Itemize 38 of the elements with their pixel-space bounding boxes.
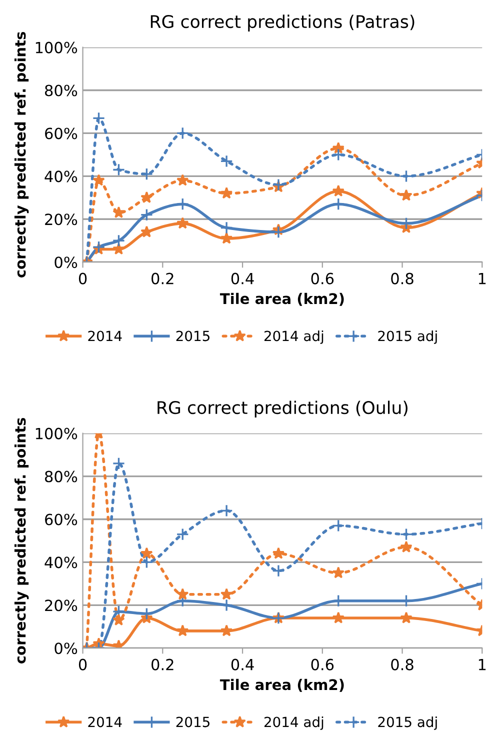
- x-axis-title: Tile area (km2): [220, 678, 344, 692]
- y-tick-label: 0%: [54, 256, 78, 268]
- y-tick-label: 100%: [36, 42, 78, 54]
- y-axis-title: correctly predicted ref. points: [14, 418, 29, 664]
- y-tick-label: 20%: [45, 214, 78, 226]
- x-tick-label: 0.4: [231, 658, 254, 670]
- x-tick-label: 1: [478, 272, 486, 284]
- legend-label: 2014 adj: [264, 330, 324, 344]
- x-tick-label: 0.4: [231, 272, 254, 284]
- legend-label: 2014 adj: [264, 716, 324, 730]
- y-tick-label: 80%: [45, 84, 78, 96]
- y-tick-label: 0%: [54, 642, 78, 654]
- y-tick-label: 60%: [45, 128, 78, 140]
- legend-label: 2015 adj: [378, 330, 437, 344]
- legend-label: 2015 adj: [378, 716, 437, 730]
- x-tick-label: 0: [78, 272, 87, 284]
- chart-title: RG correct predictions (Oulu): [158, 400, 408, 418]
- x-axis-title: Tile area (km2): [220, 292, 344, 306]
- x-tick-label: 0.2: [152, 272, 174, 284]
- x-tick-label: 0.8: [391, 272, 414, 284]
- x-tick-label: 1: [478, 659, 486, 670]
- chart-title: RG correct predictions (Patras): [150, 14, 414, 32]
- y-tick-label: 60%: [45, 514, 78, 526]
- y-axis-title: correctly predicted ref. points: [14, 32, 29, 278]
- legend-label: 2015: [176, 716, 210, 728]
- y-tick-label: 40%: [44, 170, 78, 182]
- y-tick-label: 20%: [45, 600, 78, 612]
- x-tick-label: 0.8: [391, 658, 414, 670]
- legend-label: 2015: [176, 330, 210, 342]
- legend-label: 2014: [88, 716, 122, 728]
- x-tick-label: 0.2: [152, 658, 174, 670]
- y-tick-label: 100%: [36, 428, 78, 440]
- legend-label: 2014: [88, 330, 122, 342]
- x-tick-label: 0.6: [311, 272, 334, 284]
- x-tick-label: 0.6: [311, 658, 334, 670]
- x-tick-label: 0: [78, 658, 87, 670]
- y-tick-label: 80%: [45, 470, 78, 482]
- y-tick-label: 40%: [44, 556, 78, 568]
